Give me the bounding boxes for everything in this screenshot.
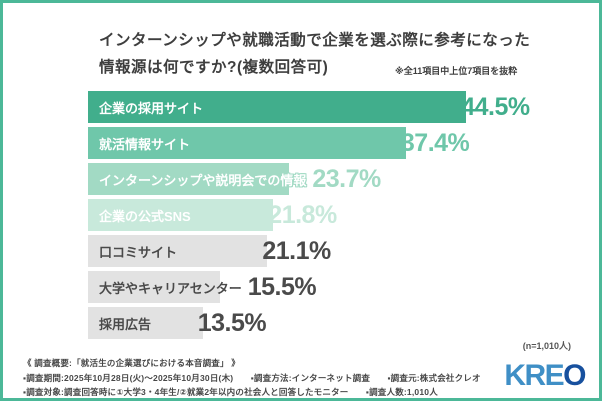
bar-row: 大学やキャリアセンター 15.5% (88, 271, 583, 303)
kreo-logo-o: O (563, 359, 586, 392)
bar-value: 21.8% (268, 200, 337, 229)
survey-overview: 《 調査概要:「就活生の企業選びにおける本音調査」 》 ▪調査期間:2025年1… (23, 356, 481, 398)
bar-label: 口コミサイト (99, 244, 178, 260)
bar (88, 235, 268, 267)
bar-value: 21.1% (262, 236, 331, 265)
survey-overview-line2: ▪調査期間:2025年10月28日(火)〜2025年10月30日(木) ▪調査方… (23, 372, 481, 383)
bar-row: 採用広告 13.5% (88, 307, 583, 339)
kreo-logo: KREO (504, 359, 586, 393)
chart-title: インターンシップや就職活動で企業を選ぶ際に参考になった 情報源は何ですか?(複数… (99, 27, 530, 81)
kreo-logo-kre: KRE (504, 359, 564, 392)
bar-row: インターンシップや説明会での情報 23.7% (88, 163, 583, 195)
bar (88, 163, 290, 195)
bar-label: インターンシップや説明会での情報 (99, 172, 307, 188)
bar-chart: 企業の採用サイト 44.5% 就活情報サイト 37.4% インターンシップや説明… (88, 91, 583, 343)
survey-overview-heading: 《 調査概要:「就活生の企業選びにおける本音調査」 》 (23, 358, 240, 368)
bar-label: 採用広告 (99, 316, 152, 332)
bar (88, 271, 220, 303)
bar-row: 就活情報サイト 37.4% (88, 127, 583, 159)
bar-label: 就活情報サイト (99, 136, 191, 152)
chart-title-line2: 情報源は何ですか?(複数回答可) (99, 59, 329, 76)
bar-value: 37.4% (400, 128, 470, 157)
bar (88, 307, 203, 339)
chart-note: ※全11項目中上位7項目を抜粋 (395, 66, 518, 76)
bar-label: 大学やキャリアセンター (99, 280, 242, 296)
bar-value: 44.5% (461, 92, 530, 121)
bar-value: 23.7% (312, 164, 381, 193)
chart-title-line1: インターンシップや就職活動で企業を選ぶ際に参考になった (99, 32, 531, 49)
bar-value: 13.5% (197, 308, 267, 337)
bar-label: 企業の公式SNS (99, 208, 191, 224)
bar (88, 127, 406, 159)
bar-value: 15.5% (247, 272, 317, 301)
bar-label: 企業の採用サイト (99, 100, 204, 116)
bar-row: 口コミサイト 21.1% (88, 235, 583, 267)
sample-size-note: (n=1,010人) (522, 341, 571, 351)
bar-row: 企業の採用サイト 44.5% (88, 91, 583, 123)
bar (88, 199, 274, 231)
bar-row: 企業の公式SNS 21.8% (88, 199, 583, 231)
survey-overview-line3: ▪調査対象:調査回答時に①大学3・4年生/②就業2年以内の社会人と回答したモニタ… (23, 387, 438, 397)
bar (88, 91, 467, 123)
